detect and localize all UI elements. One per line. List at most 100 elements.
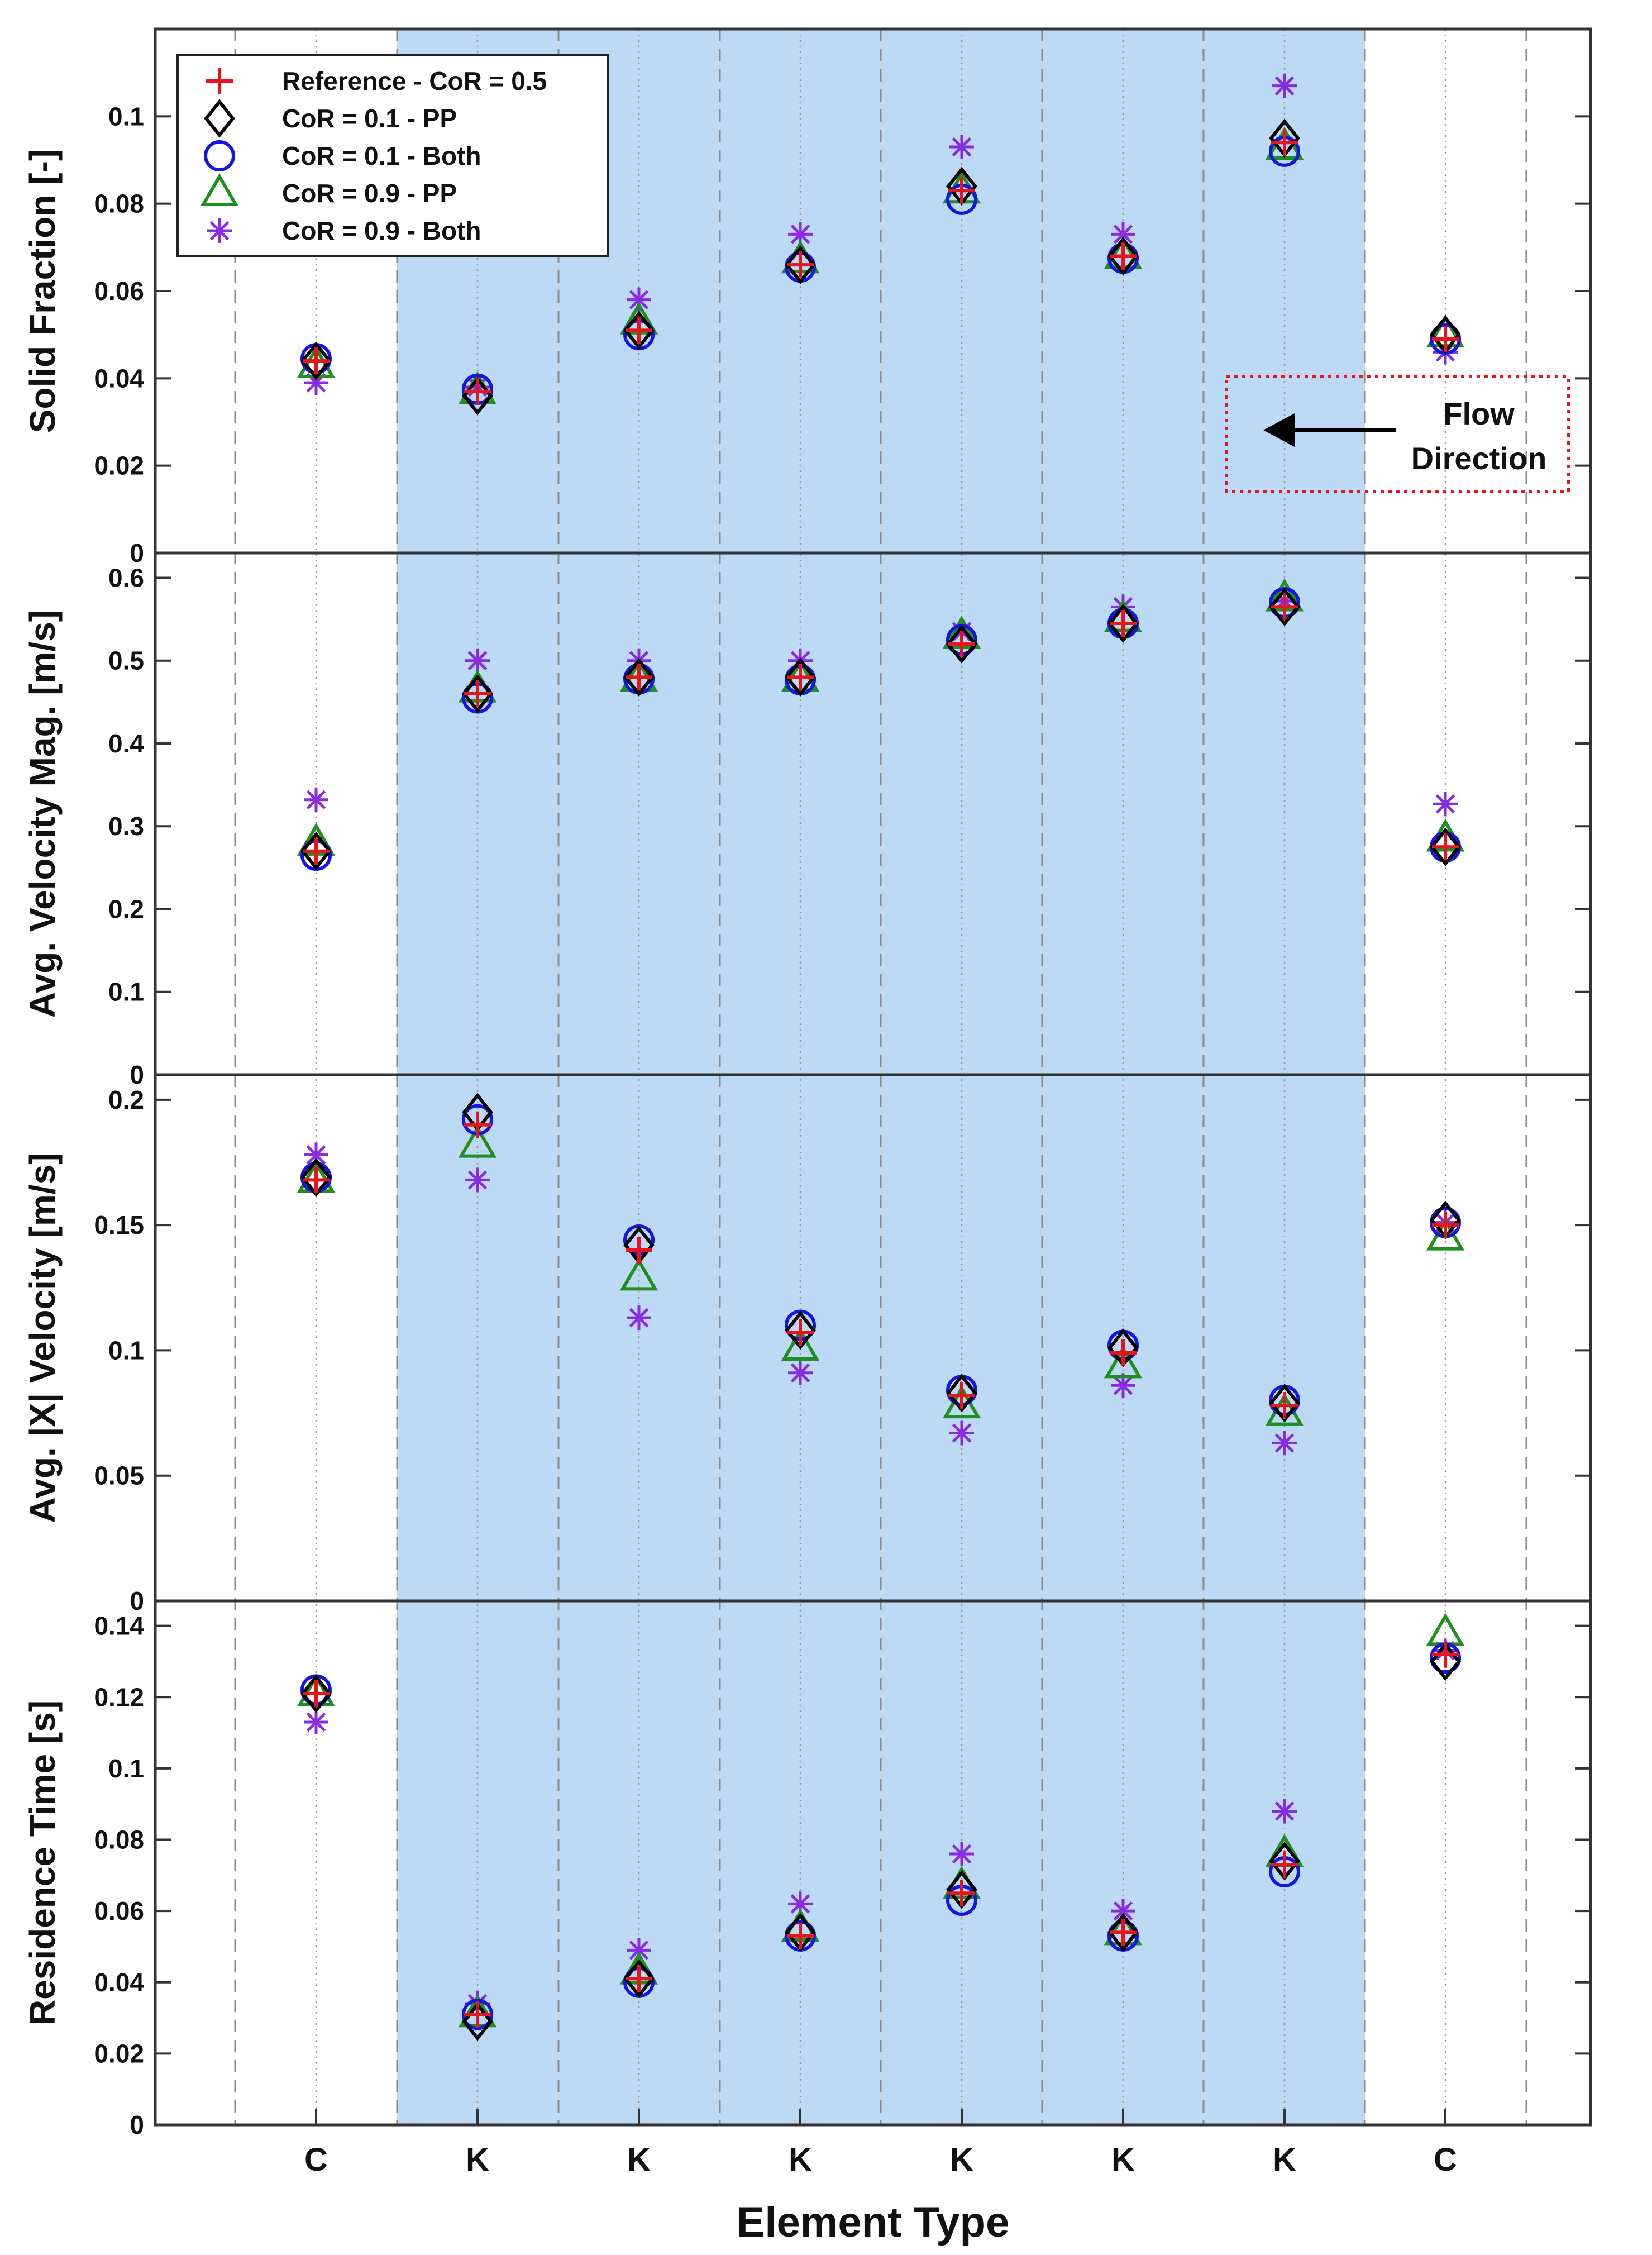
plus-marker: [787, 1319, 814, 1347]
plus-marker: [1432, 325, 1459, 352]
asterisk-marker: [949, 135, 974, 160]
asterisk-stroke: [1113, 225, 1133, 244]
asterisk-stroke: [467, 1170, 488, 1190]
y-axis-label: Residence Time [s]: [22, 1700, 63, 2025]
marks-layer: [297, 73, 1465, 2041]
y-tick-label: 0: [130, 538, 144, 568]
asterisk-marker: [465, 648, 490, 673]
grid-layer: [234, 29, 1527, 2125]
diamond-marker: [1269, 1383, 1300, 1423]
y-tick-label: 0.04: [94, 364, 144, 393]
diamond-marker: [623, 1959, 655, 1999]
plus-marker: [464, 2001, 491, 2028]
triangle-marker: [1104, 1345, 1143, 1379]
arrow-head-icon: [1263, 413, 1295, 447]
flow-direction-label-line1: Flow: [1443, 396, 1515, 431]
x-tick-label: C: [1434, 2142, 1457, 2178]
plus-marker: [787, 1922, 814, 1949]
diamond-marker: [623, 311, 655, 350]
plus-marker: [626, 1237, 652, 1264]
legend-entry-label: CoR = 0.1 - PP: [282, 104, 457, 133]
plus-marker: [1110, 1339, 1137, 1366]
diamond-marker: [946, 624, 977, 664]
y-tick-label: 0.1: [108, 1336, 144, 1365]
asterisk-stroke: [629, 1308, 649, 1328]
x-tick-label: K: [466, 2142, 489, 2178]
y-axis-label: Avg. Velocity Mag. [m/s]: [22, 610, 63, 1018]
asterisk-stroke: [790, 1363, 810, 1383]
x-tick-label: K: [950, 2142, 973, 2178]
y-tick-label: 0.14: [94, 1612, 144, 1641]
y-tick-label: 0.2: [108, 894, 144, 923]
plus-marker: [1110, 242, 1137, 270]
plus-marker: [948, 1880, 975, 1907]
asterisk-marker: [627, 1305, 651, 1331]
plus-marker: [626, 664, 652, 691]
y-tick-label: 0.02: [94, 2039, 144, 2068]
plus-marker: [1432, 1641, 1459, 1668]
asterisk-stroke: [952, 1844, 972, 1864]
plus-marker: [1271, 1851, 1298, 1879]
y-tick-label: 0.1: [108, 102, 144, 131]
legend-entry-label: Reference - CoR = 0.5: [282, 66, 547, 96]
x-tick-label: K: [627, 2142, 651, 2178]
y-axis-label: Avg. |X| Velocity [m/s]: [22, 1153, 63, 1523]
plus-marker: [303, 837, 330, 865]
plus-marker: [1271, 593, 1298, 621]
y-tick-label: 0.1: [108, 1754, 144, 1783]
x-tick-label: K: [789, 2142, 812, 2178]
plus-marker: [787, 251, 814, 279]
asterisk-stroke: [790, 225, 810, 244]
asterisk-stroke: [1113, 1375, 1133, 1395]
plus-marker: [464, 1111, 491, 1138]
plus-marker: [464, 378, 491, 405]
frame-layer: [154, 27, 1592, 2127]
diamond-marker: [1430, 827, 1461, 867]
asterisk-stroke: [1274, 76, 1295, 96]
y-tick-label: 0.5: [108, 646, 144, 675]
plus-marker: [1432, 1212, 1459, 1239]
circle-marker: [462, 1999, 493, 2030]
asterisk-stroke: [306, 790, 326, 810]
x-tick-label: K: [1273, 2142, 1296, 2178]
plus-marker: [303, 347, 330, 375]
asterisk-marker: [1272, 1799, 1297, 1824]
plus-marker: [948, 1382, 975, 1409]
asterisk-stroke: [209, 221, 230, 241]
triangle-marker: [458, 1124, 497, 1158]
plot-frame: [154, 27, 1592, 2127]
plus-marker: [948, 177, 975, 204]
y-tick-label: 0.02: [94, 451, 144, 480]
diamond-marker: [623, 657, 655, 697]
asterisk-stroke: [1113, 1901, 1133, 1921]
legend-box: [176, 54, 609, 257]
diamond-marker: [300, 1158, 332, 1197]
plus-marker: [1271, 1392, 1298, 1419]
asterisk-marker: [788, 1360, 813, 1385]
y-tick-label: 0.05: [94, 1461, 144, 1490]
diamond-marker: [785, 657, 816, 697]
diamond-marker: [785, 245, 816, 284]
plus-marker: [1271, 129, 1298, 156]
diamond-marker: [300, 341, 332, 380]
diamond-marker: [1269, 587, 1300, 627]
x-tick-label: C: [304, 2142, 328, 2178]
plus-marker: [1110, 610, 1137, 637]
asterisk-stroke: [306, 1145, 326, 1165]
plus-marker: [787, 664, 814, 691]
asterisk-stroke: [952, 1423, 972, 1443]
y-tick-label: 0.08: [94, 1825, 144, 1854]
plus-marker: [464, 680, 491, 708]
y-tick-label: 0.15: [94, 1210, 144, 1239]
x-tick-label: K: [1111, 2142, 1135, 2178]
asterisk-marker: [949, 1842, 974, 1867]
y-tick-label: 0.4: [108, 729, 144, 758]
asterisk-marker: [304, 1709, 328, 1734]
plus-marker: [948, 631, 975, 658]
plus-marker: [626, 1965, 652, 1992]
flow-direction-annotation: Flow Direction: [1225, 375, 1570, 493]
legend-entry-label: CoR = 0.9 - Both: [282, 216, 481, 245]
asterisk-marker: [949, 1420, 974, 1446]
flow-direction-label-line2: Direction: [1411, 441, 1547, 476]
